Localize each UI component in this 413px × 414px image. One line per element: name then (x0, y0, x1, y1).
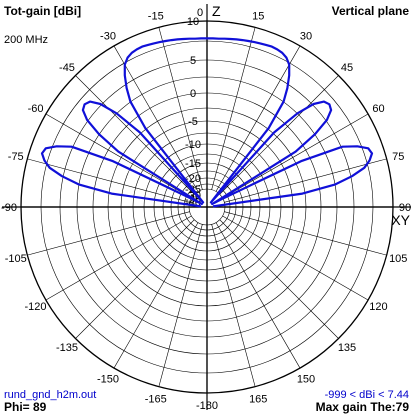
grid-spoke (45, 215, 192, 301)
angle-tick-label: -150 (97, 373, 119, 385)
angle-tick-label: -30 (100, 31, 116, 43)
angle-tick-label: 135 (338, 342, 356, 354)
axis-z-label: Z (212, 3, 221, 19)
grid-spoke (215, 45, 301, 192)
grid-spoke (158, 224, 203, 387)
angle-tick-label: -60 (28, 103, 44, 115)
phi-label: Phi= 89 (4, 400, 47, 414)
radial-tick-label: -15 (185, 158, 201, 170)
angle-tick-label: 75 (392, 151, 404, 163)
angle-tick-label: 165 (249, 393, 267, 405)
frequency-label: 200 MHz (4, 34, 48, 46)
grid-spoke (215, 222, 301, 369)
grid-spoke (219, 219, 339, 339)
grid-spoke (222, 215, 369, 301)
angle-tick-label: -15 (148, 11, 164, 23)
angle-tick-label: 30 (300, 31, 312, 43)
angle-tick-label: -120 (25, 301, 47, 313)
angle-tick-label: -75 (8, 151, 24, 163)
max-gain-label: Max gain The:79 (316, 400, 410, 414)
angle-tick-label: -180 (196, 400, 218, 412)
grid-spoke (113, 222, 199, 369)
grid-spoke (45, 113, 192, 199)
gain-pattern-series (40, 37, 374, 208)
angle-tick-label: 120 (369, 301, 387, 313)
grid-spoke (113, 45, 199, 192)
grid-spoke (27, 211, 190, 256)
angle-tick-label: -90 (1, 202, 17, 214)
grid-spoke (27, 158, 190, 203)
gain-range-label: -999 < dBi < 7.44 (325, 389, 409, 401)
chart-title: Tot-gain [dBi] (4, 4, 81, 18)
grid-spoke (211, 27, 256, 190)
angle-tick-labels: 153045607590105120135150165-180-165-150-… (1, 7, 411, 412)
angle-tick-label: -105 (5, 253, 27, 265)
grid-spoke (211, 224, 256, 387)
grid-spoke (224, 211, 387, 256)
radial-tick-label: -5 (188, 116, 198, 128)
angle-tick-label: 0 (197, 7, 203, 19)
filename-label: rund_gnd_h2m.out (4, 389, 96, 401)
angle-tick-label: 45 (341, 62, 353, 74)
angle-tick-label: -45 (59, 62, 75, 74)
grid-spoke (222, 113, 369, 199)
grid-spoke (75, 75, 195, 195)
grid-spoke (219, 75, 339, 195)
angle-tick-label: 90 (399, 202, 411, 214)
radial-tick-label: -20 (185, 173, 201, 185)
radial-tick-label: -10 (185, 139, 201, 151)
polar-grid (2, 4, 411, 410)
plane-label: Vertical plane (332, 4, 410, 18)
axis-xy-label: XY (391, 212, 410, 228)
grid-spoke (224, 158, 387, 203)
angle-tick-label: -165 (145, 393, 167, 405)
radial-tick-label: 0 (190, 88, 196, 100)
angle-tick-label: 105 (389, 253, 407, 265)
radial-tick-label: 5 (190, 55, 196, 67)
radial-tick-label: 10 (187, 16, 199, 28)
grid-spoke (158, 27, 203, 190)
grid-spoke (75, 219, 195, 339)
angle-tick-label: 15 (252, 11, 264, 23)
angle-tick-label: 150 (297, 373, 315, 385)
angle-tick-label: -135 (56, 342, 78, 354)
angle-tick-label: 60 (372, 103, 384, 115)
